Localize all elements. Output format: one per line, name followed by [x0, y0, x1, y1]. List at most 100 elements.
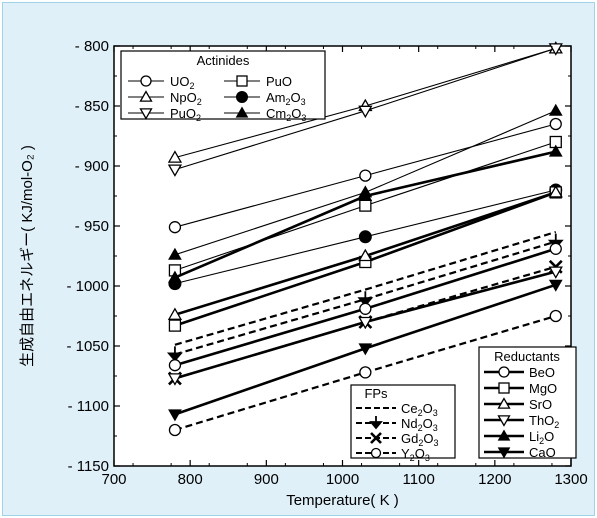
legend-marker — [236, 75, 248, 87]
legend-marker — [497, 429, 511, 441]
legend-title: Actinides — [197, 53, 250, 68]
ticks-layer: 700 800 900 1000 1100 1200 1300 - 800 - 850 - 900… — [66, 38, 587, 488]
series-li2o — [168, 144, 563, 283]
legend-entry: SrO — [484, 397, 552, 412]
data-point — [168, 247, 182, 260]
legend-marker — [236, 91, 248, 103]
y-tick-label: - 1100 — [68, 398, 109, 415]
x-axis-label: Temperature( K ) — [286, 492, 399, 509]
legend-box — [350, 384, 456, 459]
series-layer — [166, 41, 564, 437]
data-point — [168, 221, 182, 234]
legend-entry: BeO — [484, 365, 555, 380]
legend-label: Y2​O3​ — [401, 446, 430, 463]
data-point — [359, 199, 372, 212]
series-beo — [168, 242, 562, 372]
legend-marker — [497, 415, 511, 427]
y-axis-label: 生成自由エネルギー( KJ/mol-O₂ ) — [19, 145, 36, 367]
legend-title: FPs — [364, 386, 388, 401]
y-tick-label: - 850 — [75, 98, 109, 115]
legend-marker — [497, 397, 511, 409]
legend-label: UO2​ — [170, 74, 195, 91]
legend-marker — [498, 382, 510, 394]
series-ce2o3 — [174, 230, 557, 346]
data-point — [167, 164, 183, 177]
legend-label: CaO — [529, 445, 556, 460]
series-y2o3 — [168, 309, 562, 437]
legend-box — [120, 50, 326, 120]
legend-label: Am2​O3​ — [266, 90, 306, 107]
legend-marker — [370, 447, 382, 459]
data-point — [167, 150, 183, 163]
legend-label: PuO — [266, 74, 292, 89]
legend-marker — [139, 108, 153, 120]
series-uo2 — [168, 117, 562, 234]
legend-entry: Am2​O3​ — [224, 90, 306, 107]
data-point — [167, 307, 183, 320]
legend-label: Nd2​O3​ — [401, 416, 438, 433]
data-point — [168, 359, 182, 372]
legend-label: SrO — [529, 397, 552, 412]
legend-entry: Li2​O — [484, 429, 554, 446]
data-point — [358, 343, 373, 356]
legend-box — [478, 346, 577, 459]
legend-label: Li2​O — [529, 429, 554, 446]
legend-marker — [498, 366, 510, 378]
legend-fps: FPs Ce2​O3​Nd2​O3​Gd2​O3​Y2​O3​ — [350, 384, 456, 463]
legend-marker — [370, 432, 382, 444]
legend-entry: UO2​ — [128, 74, 195, 91]
legend-entry: Cm2​O3​ — [224, 106, 306, 123]
legend-entry: PuO2​ — [128, 106, 201, 123]
data-point — [548, 279, 563, 292]
data-point — [359, 169, 372, 182]
y-tick-label: - 1050 — [66, 338, 109, 355]
legend-marker — [139, 90, 153, 102]
series-puo2 — [167, 43, 563, 177]
x-tick-label: 1100 — [403, 471, 435, 488]
data-point — [168, 409, 182, 422]
legend-entry: CaO — [484, 445, 556, 460]
series-cao — [168, 279, 563, 422]
data-point — [358, 230, 372, 244]
y-tick-label: - 900 — [75, 158, 109, 175]
legend-label: BeO — [529, 365, 555, 380]
data-point — [548, 103, 563, 116]
y-tick-label: - 1150 — [68, 458, 109, 475]
x-tick-label: 1300 — [554, 471, 587, 488]
series-tho2 — [167, 266, 563, 386]
data-point — [358, 105, 373, 119]
legend-label: ThO2​ — [529, 413, 559, 430]
y-tick-label: - 800 — [75, 38, 109, 55]
data-point — [548, 185, 563, 198]
legend-label: MgO — [529, 381, 557, 396]
series-line — [174, 230, 557, 346]
data-point — [358, 188, 373, 201]
series-sro — [167, 185, 563, 320]
legend-entry: Ce2​O3​ — [356, 401, 438, 418]
data-point — [549, 242, 562, 255]
legend-marker — [235, 106, 249, 118]
data-point — [168, 270, 182, 283]
data-point — [166, 346, 183, 362]
legend-label: Ce2​O3​ — [401, 401, 438, 418]
legend-marker — [140, 75, 152, 87]
legend-marker — [369, 416, 383, 430]
legend-label: Cm2​O3​ — [266, 106, 306, 123]
legend-entry: MgO — [484, 381, 557, 396]
x-tick-label: 1200 — [478, 471, 511, 488]
data-point — [548, 43, 563, 56]
legend-entry: Nd2​O3​ — [356, 416, 438, 433]
x-tick-label: 800 — [178, 471, 203, 488]
legend-marker — [497, 447, 511, 459]
legend-label: Gd2​O3​ — [401, 431, 439, 448]
legend-label: NpO2​ — [170, 90, 202, 107]
legend-title: Reductants — [494, 349, 560, 364]
data-point — [358, 316, 373, 330]
legend-label: PuO2​ — [170, 106, 201, 123]
legend-entry: Gd2​O3​ — [356, 431, 439, 448]
data-point — [358, 248, 373, 262]
